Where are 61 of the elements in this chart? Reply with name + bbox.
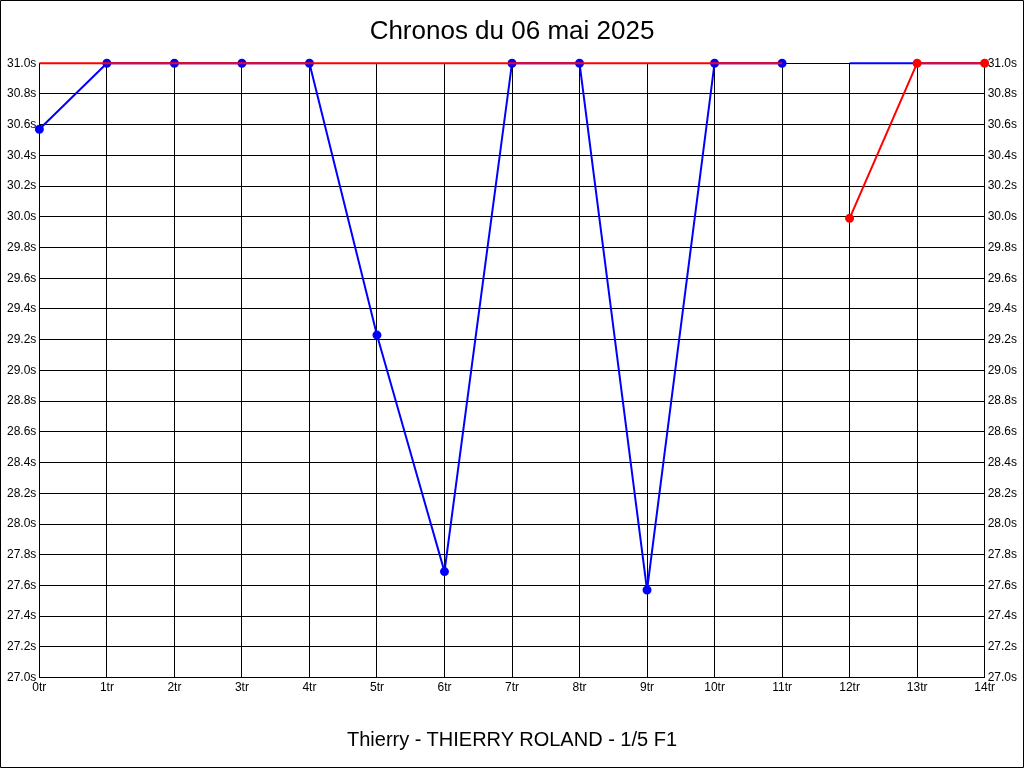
- y-tick-label: 29.4s: [987, 301, 1017, 316]
- x-axis-title: Thierry - THIERRY ROLAND - 1/5 F1: [346, 727, 678, 750]
- y-tick-label: 30.0s: [987, 209, 1017, 224]
- y2-tick-label: 30.8s: [7, 86, 37, 101]
- point: [439, 567, 449, 577]
- point: [34, 124, 44, 134]
- x-tick-label: 6tr: [437, 680, 452, 695]
- y-tick-label: 29.2s: [987, 331, 1017, 346]
- y2-tick-label: 28.4s: [7, 454, 37, 469]
- y2-tick-label: 28.0s: [7, 516, 37, 531]
- y2-tick-label: 29.2s: [7, 331, 37, 346]
- y2-tick-label: 31.0s: [7, 55, 37, 70]
- y-tick-label: 28.2s: [987, 485, 1017, 500]
- chart-title: Chronos du 06 mai 2025: [369, 14, 655, 45]
- point: [642, 585, 652, 595]
- point: [372, 330, 382, 340]
- y-tick-label: 30.6s: [987, 116, 1017, 131]
- y-tick-label: 28.0s: [987, 516, 1017, 531]
- y2-tick-label: 30.0s: [7, 209, 37, 224]
- y-tick-label: 31.0s: [987, 55, 1017, 70]
- x-tick-label: 12tr: [839, 680, 860, 695]
- y-tick-label: 27.6s: [987, 577, 1017, 592]
- y2-tick-label: 29.0s: [7, 362, 37, 377]
- x-tick-label: 11tr: [772, 680, 792, 695]
- y-tick-label: 27.2s: [987, 639, 1017, 654]
- y2-tick-label: 29.4s: [7, 301, 37, 316]
- y-tick-label: 30.8s: [987, 86, 1017, 101]
- x-tick-label: 4tr: [302, 680, 317, 695]
- y-tick-label: 28.8s: [987, 393, 1017, 408]
- y2-tick-label: 27.2s: [7, 639, 37, 654]
- y2-tick-label: 28.6s: [7, 424, 37, 439]
- y-tick-label: 27.8s: [987, 547, 1017, 562]
- y2-tick-label: 28.8s: [7, 393, 37, 408]
- y-tick-label: 28.4s: [987, 454, 1017, 469]
- x-tick-label: 10tr: [704, 680, 725, 695]
- x-tick-label: 13tr: [906, 680, 928, 695]
- y-tick-label: 27.4s: [987, 608, 1017, 623]
- x-tick-label: 5tr: [369, 680, 384, 695]
- x-tick-label: 1tr: [99, 680, 114, 695]
- y-tick-label: 29.6s: [987, 270, 1017, 285]
- x-tick-label: 9tr: [640, 680, 655, 695]
- x-tick-label: 8tr: [572, 680, 587, 695]
- y2-tick-label: 27.8s: [7, 547, 37, 562]
- y2-tick-label: 27.4s: [7, 608, 37, 623]
- y2-tick-label: 29.6s: [7, 270, 37, 285]
- y2-tick-label: 30.6s: [7, 116, 37, 131]
- x-tick-label: 7tr: [504, 680, 520, 695]
- x-tick-label: 3tr: [234, 680, 249, 695]
- y-tick-label: 30.2s: [987, 178, 1017, 193]
- y2-tick-label: 27.6s: [7, 577, 37, 592]
- y-tick-label: 29.8s: [987, 239, 1017, 254]
- y2-tick-label: 29.8s: [7, 239, 37, 254]
- x-tick-label: 2tr: [167, 680, 182, 695]
- point: [912, 58, 922, 68]
- y-tick-label: 28.6s: [987, 424, 1017, 439]
- y2-tick-label: 30.4s: [7, 147, 37, 162]
- y2-tick-label: 30.2s: [7, 178, 37, 193]
- y2-tick-label: 28.2s: [7, 485, 37, 500]
- y-tick-label: 29.0s: [987, 362, 1017, 377]
- y-tick-label: 30.4s: [987, 147, 1017, 162]
- point: [845, 213, 855, 223]
